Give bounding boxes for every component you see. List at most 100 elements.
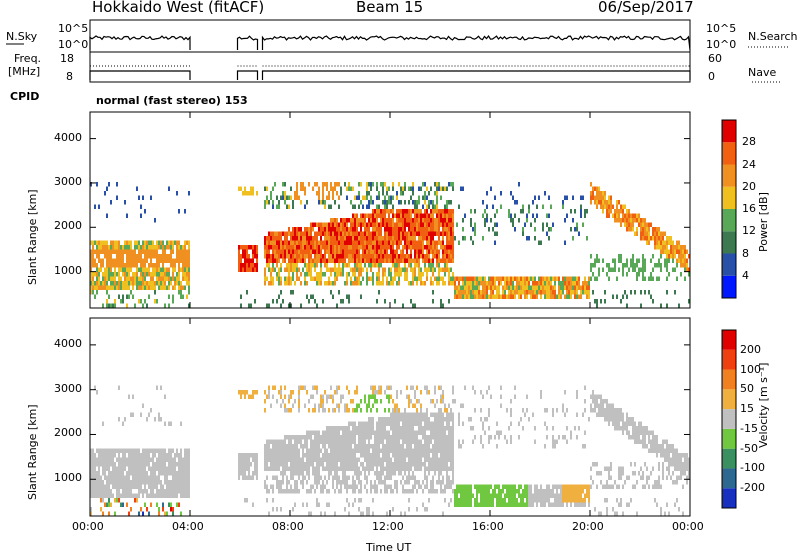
heatmap-cell (92, 272, 94, 277)
heatmap-cell (350, 448, 352, 453)
heatmap-cell (460, 493, 462, 498)
heatmap-cell (334, 471, 336, 476)
heatmap-cell (658, 258, 660, 263)
heatmap-cell (664, 263, 666, 268)
heatmap-cell (542, 222, 544, 227)
heatmap-cell (172, 480, 174, 485)
heatmap-cell (156, 254, 158, 259)
heatmap-cell (288, 394, 290, 399)
heatmap-cell (450, 462, 452, 467)
heatmap-cell (154, 417, 156, 422)
heatmap-cell (294, 489, 296, 494)
heatmap-cell (100, 484, 102, 489)
heatmap-cell (244, 498, 246, 503)
heatmap-cell (408, 507, 410, 512)
heatmap-cell (336, 272, 338, 277)
heatmap-cell (536, 204, 538, 209)
heatmap-cell (436, 399, 438, 404)
heatmap-cell (314, 430, 316, 435)
heatmap-cell (484, 281, 486, 286)
heatmap-cell (632, 213, 634, 218)
heatmap-cell (156, 502, 158, 507)
heatmap-cell (150, 249, 152, 254)
heatmap-cell (356, 263, 358, 268)
heatmap-cell (172, 285, 174, 290)
heatmap-cell (184, 471, 186, 476)
heatmap-cell (404, 511, 406, 516)
heatmap-cell (162, 471, 164, 476)
heatmap-cell (670, 245, 672, 250)
heatmap-cell (368, 394, 370, 399)
heatmap-cell (486, 213, 488, 218)
heatmap-cell (442, 426, 444, 431)
heatmap-cell (598, 267, 600, 272)
heatmap-cell (372, 462, 374, 467)
heatmap-cell (138, 254, 140, 259)
heatmap-cell (412, 475, 414, 480)
heatmap-cell (566, 290, 568, 295)
heatmap-cell (276, 204, 278, 209)
heatmap-cell (310, 272, 312, 277)
heatmap-cell (390, 240, 392, 245)
heatmap-cell (602, 200, 604, 205)
heatmap-cell (622, 209, 624, 214)
heatmap-cell (94, 466, 96, 471)
heatmap-cell (94, 240, 96, 245)
heatmap-cell (246, 466, 248, 471)
heatmap-cell (436, 435, 438, 440)
heatmap-cell (412, 222, 414, 227)
heatmap-cell (244, 394, 246, 399)
heatmap-cell (636, 263, 638, 268)
heatmap-cell (274, 267, 276, 272)
heatmap-cell (238, 471, 240, 476)
heatmap-cell (132, 254, 134, 259)
heatmap-cell (448, 480, 450, 485)
heatmap-cell (154, 475, 156, 480)
heatmap-cell (362, 439, 364, 444)
heatmap-cell (412, 435, 414, 440)
heatmap-cell (434, 182, 436, 187)
heatmap-cell (332, 249, 334, 254)
heatmap-cell (358, 421, 360, 426)
heatmap-cell (358, 457, 360, 462)
heatmap-cell (458, 498, 460, 503)
heatmap-cell (414, 394, 416, 399)
heatmap-cell (154, 466, 156, 471)
heatmap-cell (286, 276, 288, 281)
heatmap-cell (396, 439, 398, 444)
heatmap-cell (552, 222, 554, 227)
heatmap-cell (384, 209, 386, 214)
heatmap-cell (662, 240, 664, 245)
heatmap-cell (172, 267, 174, 272)
heatmap-cell (394, 466, 396, 471)
heatmap-cell (632, 267, 634, 272)
heatmap-cell (650, 276, 652, 281)
heatmap-cell (274, 249, 276, 254)
heatmap-cell (136, 263, 138, 268)
heatmap-cell (368, 399, 370, 404)
heatmap-cell (624, 290, 626, 295)
heatmap-cell (330, 222, 332, 227)
heatmap-cell (166, 272, 168, 277)
heatmap-cell (346, 408, 348, 413)
heatmap-cell (124, 484, 126, 489)
heatmap-cell (360, 236, 362, 241)
heatmap-cell (342, 263, 344, 268)
heatmap-cell (342, 444, 344, 449)
heatmap-cell (386, 471, 388, 476)
heatmap-cell (168, 240, 170, 245)
heatmap-cell (430, 439, 432, 444)
heatmap-cell (520, 290, 522, 295)
heatmap-cell (444, 254, 446, 259)
heatmap-cell (418, 236, 420, 241)
heatmap-cell (308, 263, 310, 268)
heatmap-cell (386, 281, 388, 286)
heatmap-cell (122, 462, 124, 467)
heatmap-cell (328, 444, 330, 449)
heatmap-cell (388, 240, 390, 245)
heatmap-cell (316, 502, 318, 507)
heatmap-cell (426, 254, 428, 259)
heatmap-cell (130, 507, 132, 512)
heatmap-cell (534, 227, 536, 232)
heatmap-cell (414, 240, 416, 245)
